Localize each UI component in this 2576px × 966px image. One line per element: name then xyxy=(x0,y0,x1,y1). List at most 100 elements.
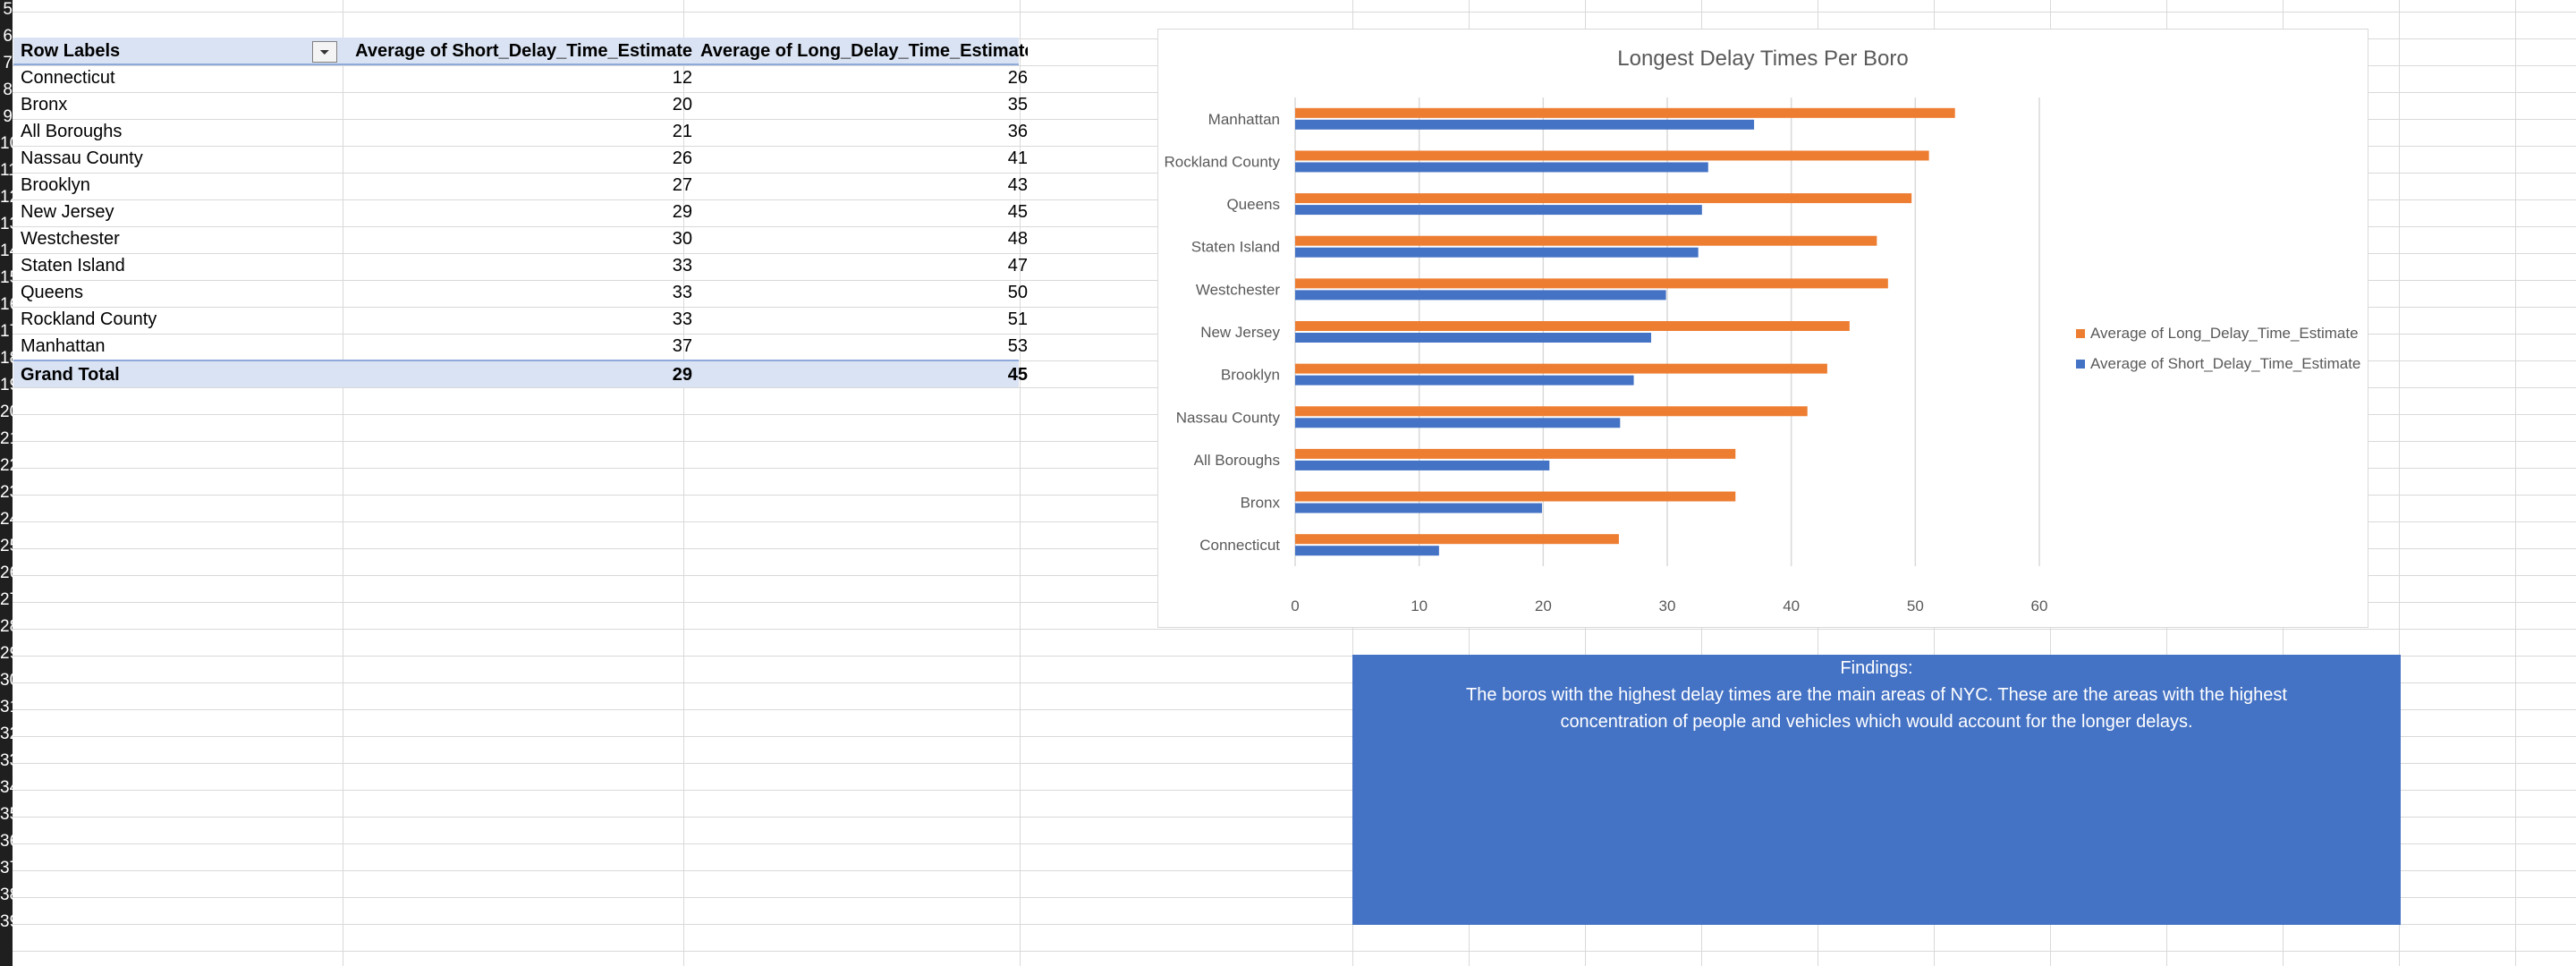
row-number[interactable]: 29 xyxy=(0,644,13,663)
short-delay-value[interactable]: 26 xyxy=(672,148,692,168)
pivot-row[interactable]: Brooklyn 27 43 xyxy=(13,172,1028,199)
long-delay-value[interactable]: 45 xyxy=(1007,202,1028,222)
pivot-row[interactable]: Westchester 30 48 xyxy=(13,225,1028,252)
long-delay-value[interactable]: 26 xyxy=(1007,68,1028,88)
long-delay-value[interactable]: 43 xyxy=(1007,175,1028,195)
pivot-row[interactable]: Manhattan 37 53 xyxy=(13,333,1028,360)
row-number[interactable]: 36 xyxy=(0,832,13,851)
row-number[interactable]: 17 xyxy=(0,322,13,341)
long-delay-value[interactable]: 48 xyxy=(1007,229,1028,249)
long-delay-value[interactable]: 53 xyxy=(1007,336,1028,356)
row-label[interactable]: Manhattan xyxy=(21,336,106,356)
row-number[interactable]: 22 xyxy=(0,456,13,475)
row-number[interactable]: 27 xyxy=(0,590,13,609)
row-number[interactable]: 14 xyxy=(0,242,13,260)
row-label[interactable]: Nassau County xyxy=(21,148,143,168)
pivot-row[interactable]: Staten Island 33 47 xyxy=(13,252,1028,279)
bar-chart[interactable]: Longest Delay Times Per Boro 0 10 20 30 40 50 6… xyxy=(1157,29,2368,628)
row-label[interactable]: New Jersey xyxy=(21,202,114,222)
bar-short-delay xyxy=(1295,205,1702,216)
pivot-grand-total-row[interactable]: Grand Total 29 45 xyxy=(13,360,1028,387)
short-delay-value[interactable]: 12 xyxy=(672,68,692,88)
short-delay-value[interactable]: 29 xyxy=(672,202,692,222)
grand-total-long[interactable]: 45 xyxy=(1007,365,1028,385)
bar-long-delay xyxy=(1295,193,1912,204)
row-number[interactable]: 34 xyxy=(0,778,13,797)
row-label[interactable]: Bronx xyxy=(21,95,68,114)
grand-total-label[interactable]: Grand Total xyxy=(21,365,120,385)
row-label[interactable]: Queens xyxy=(21,283,84,302)
row-number[interactable]: 12 xyxy=(0,188,13,207)
short-delay-value[interactable]: 21 xyxy=(672,122,692,141)
long-delay-value[interactable]: 51 xyxy=(1007,309,1028,329)
row-number[interactable]: 35 xyxy=(0,805,13,824)
row-number[interactable]: 10 xyxy=(0,134,13,153)
row-number[interactable]: 39 xyxy=(0,912,13,931)
row-number[interactable]: 16 xyxy=(0,295,13,314)
row-number[interactable]: 6 xyxy=(3,27,13,46)
row-number[interactable]: 18 xyxy=(0,349,13,368)
row-number[interactable]: 31 xyxy=(0,698,13,716)
row-number[interactable]: 24 xyxy=(0,510,13,529)
short-delay-value[interactable]: 33 xyxy=(672,256,692,275)
pivot-row[interactable]: Connecticut 12 26 xyxy=(13,64,1028,91)
long-delay-value[interactable]: 41 xyxy=(1007,148,1028,168)
row-number[interactable]: 30 xyxy=(0,671,13,690)
short-delay-value[interactable]: 30 xyxy=(672,229,692,249)
grid-row-line xyxy=(0,870,2576,871)
row-number[interactable]: 20 xyxy=(0,402,13,421)
long-delay-value[interactable]: 36 xyxy=(1007,122,1028,141)
short-delay-value[interactable]: 27 xyxy=(672,175,692,195)
findings-textbox[interactable]: Findings: The boros with the highest del… xyxy=(1352,655,2401,925)
pivot-row[interactable]: Nassau County 26 41 xyxy=(13,145,1028,172)
long-delay-value[interactable]: 50 xyxy=(1007,283,1028,302)
row-number[interactable]: 9 xyxy=(3,107,13,126)
row-number[interactable]: 7 xyxy=(3,54,13,72)
pivot-row[interactable]: All Boroughs 21 36 xyxy=(13,118,1028,145)
short-delay-value[interactable]: 20 xyxy=(672,95,692,114)
bar-short-delay xyxy=(1295,333,1651,343)
grand-total-short[interactable]: 29 xyxy=(672,365,692,385)
filter-sort-icon[interactable]: ⏷ xyxy=(312,41,337,63)
grid-row-line xyxy=(0,656,2576,657)
grid-row-line xyxy=(0,897,2576,898)
row-number[interactable]: 28 xyxy=(0,617,13,636)
header-short-delay[interactable]: Average of Short_Delay_Time_Estimate xyxy=(355,41,692,61)
bar-short-delay xyxy=(1295,162,1708,173)
row-number[interactable]: 5 xyxy=(3,0,13,19)
pivot-row[interactable]: Rockland County 33 51 xyxy=(13,306,1028,333)
row-number[interactable]: 13 xyxy=(0,215,13,233)
short-delay-value[interactable]: 33 xyxy=(672,309,692,329)
bar-short-delay xyxy=(1295,290,1666,301)
row-number[interactable]: 37 xyxy=(0,859,13,877)
row-label[interactable]: Westchester xyxy=(21,229,120,249)
row-number[interactable]: 23 xyxy=(0,483,13,502)
row-number[interactable]: 8 xyxy=(3,80,13,99)
row-number[interactable]: 32 xyxy=(0,724,13,743)
row-label[interactable]: Rockland County xyxy=(21,309,157,329)
row-number[interactable]: 26 xyxy=(0,564,13,582)
x-tick-label: 60 xyxy=(2031,597,2048,614)
row-number[interactable]: 19 xyxy=(0,376,13,394)
short-delay-value[interactable]: 37 xyxy=(672,336,692,356)
pivot-row[interactable]: Queens 33 50 xyxy=(13,279,1028,306)
long-delay-value[interactable]: 47 xyxy=(1007,256,1028,275)
row-number[interactable]: 25 xyxy=(0,537,13,555)
short-delay-value[interactable]: 33 xyxy=(672,283,692,302)
row-number[interactable]: 15 xyxy=(0,268,13,287)
pivot-row[interactable]: New Jersey 29 45 xyxy=(13,199,1028,225)
row-number[interactable]: 11 xyxy=(0,161,13,180)
row-label[interactable]: Staten Island xyxy=(21,256,125,275)
pivot-row[interactable]: Bronx 20 35 xyxy=(13,91,1028,118)
row-label[interactable]: Brooklyn xyxy=(21,175,90,195)
row-label[interactable]: All Boroughs xyxy=(21,122,123,141)
header-row-labels[interactable]: Row Labels xyxy=(21,41,121,61)
row-number[interactable]: 33 xyxy=(0,751,13,770)
row-number-gutter[interactable]: 5 6 7 8 9 10 11 12 13 14 15 16 17 18 19 20 21 22 23 24 25 26 2… xyxy=(0,0,13,966)
long-delay-value[interactable]: 35 xyxy=(1007,95,1028,114)
row-number[interactable]: 38 xyxy=(0,886,13,904)
header-long-delay[interactable]: Average of Long_Delay_Time_Estimate xyxy=(700,41,1028,61)
row-label[interactable]: Connecticut xyxy=(21,68,115,88)
row-number[interactable]: 21 xyxy=(0,429,13,448)
grid-row-line xyxy=(0,790,2576,791)
